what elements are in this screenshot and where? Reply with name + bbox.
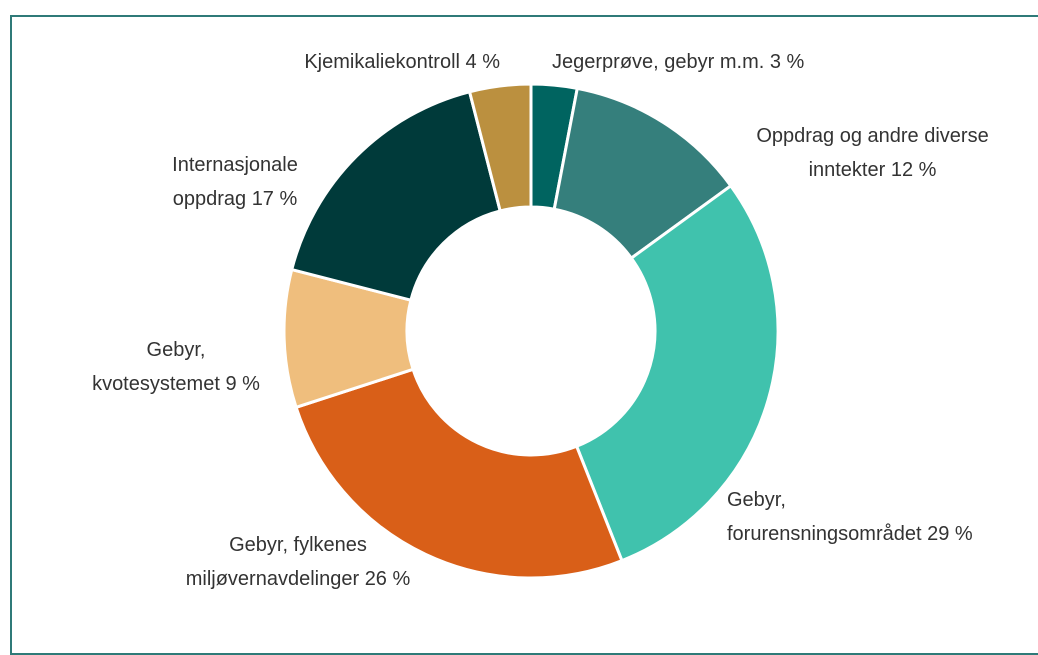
slice-label: Internasjonale oppdrag 17 % <box>120 148 350 216</box>
slice <box>574 183 780 563</box>
category-name: Gebyr, fylkenes miljøvernavdelinger <box>185 534 367 590</box>
slice-label: Gebyr, kvotesystemet 9 % <box>40 333 312 401</box>
slice <box>294 367 624 580</box>
slice-label: Gebyr, forurensningsområdet 29 % <box>727 483 973 551</box>
page: (() => { const data = JSON.parse(documen… <box>10 15 1038 655</box>
slice-label: Oppdrag og andre diverse inntekter 12 % <box>700 119 1038 187</box>
chart <box>282 82 780 580</box>
category-name: Oppdrag og andre diverse inntekter <box>756 125 989 181</box>
slice-label: Gebyr, fylkenes miljøvernavdelinger 26 % <box>130 528 466 596</box>
value-label: 29 % <box>927 523 973 545</box>
category-name: Gebyr, kvotesystemet <box>92 339 220 395</box>
category-name: Gebyr, forurensningsområdet <box>727 489 922 545</box>
category-name: Kjemikaliekontroll <box>304 51 460 73</box>
slice <box>467 82 533 213</box>
value-label: 26 % <box>364 568 411 590</box>
value-label: 3 % <box>769 51 805 73</box>
category-name: Internasjonale oppdrag <box>172 154 298 210</box>
category-name: Jegerprøve, gebyr m.m. <box>552 51 765 73</box>
value-label: 4 % <box>465 51 500 73</box>
value-label: 9 % <box>225 373 260 395</box>
slice-label: Kjemikaliekontroll 4 % <box>304 45 500 79</box>
value-label: 17 % <box>251 188 298 210</box>
slice <box>289 89 502 302</box>
slice-label: Jegerprøve, gebyr m.m. 3 % <box>552 45 804 79</box>
value-label: 12 % <box>890 159 937 181</box>
